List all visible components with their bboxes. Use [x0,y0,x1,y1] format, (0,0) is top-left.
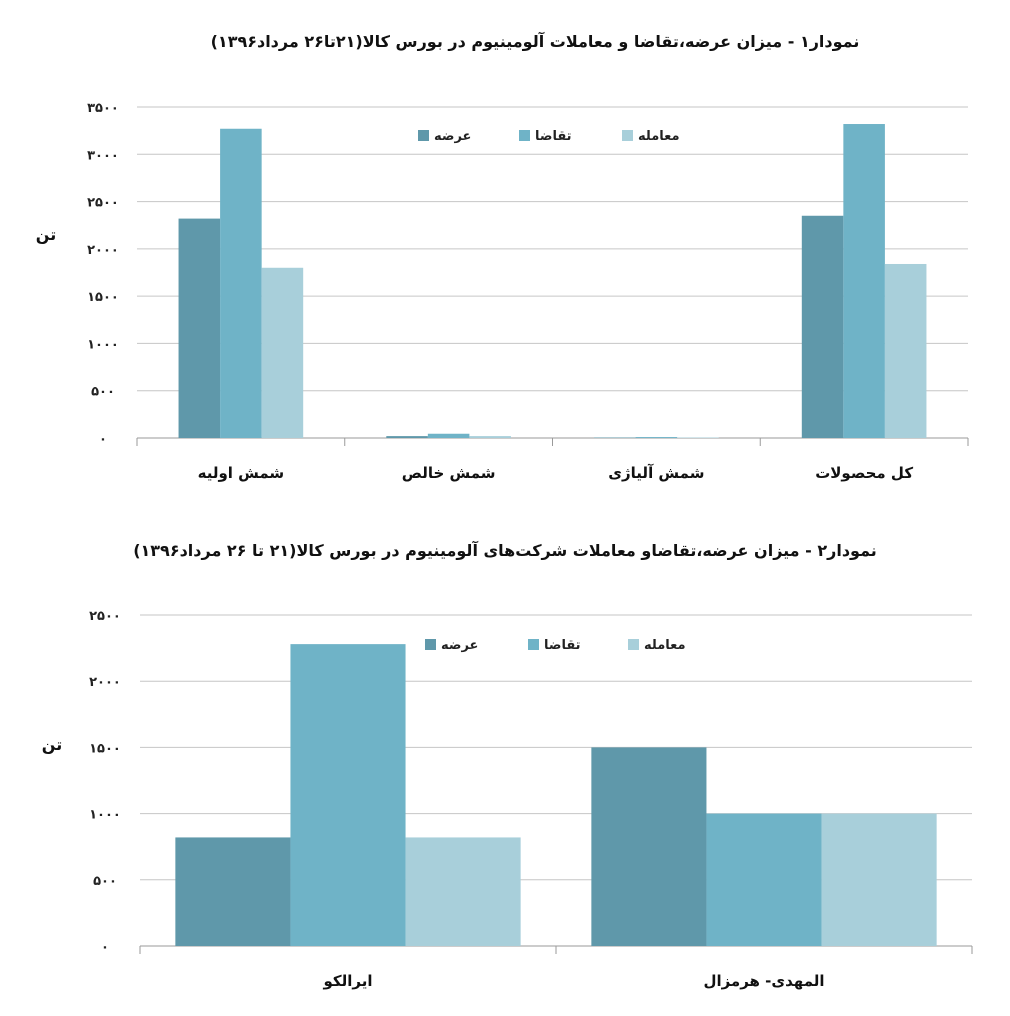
bar-demand-0 [220,128,262,438]
legend-label: عرضه [441,638,478,653]
y-tick-label: ۲۵۰۰ [87,196,119,211]
legend-swatch [628,639,639,650]
legend-swatch [519,130,530,141]
bar-deal-1 [469,436,511,438]
y-tick-label: ۳۰۰۰ [87,148,119,163]
legend-label: عرضه [434,129,471,144]
y-axis-unit-label: تن [42,735,62,754]
bar-deal-0 [405,837,521,946]
bar-demand-3 [843,124,885,438]
bar-supply-3 [801,215,844,438]
bar-demand-1 [427,433,470,438]
y-tick-label: ۲۰۰۰ [89,675,121,690]
category-label: المهدی- هرمزال [703,972,824,990]
y-tick-label: ۱۰۰۰ [87,337,119,352]
y-tick-label: ۲۵۰۰ [89,609,121,624]
legend-swatch [528,639,539,650]
chart2-title: نمودار۲ - میزان عرضه،تقاضاو معاملات شرکت… [133,541,877,560]
bar-supply-1 [386,436,428,438]
bar-demand-2 [635,437,678,438]
y-tick-label: ۳۵۰۰ [87,101,119,116]
category-label: شمش اولیه [198,464,285,482]
y-tick-label: ۱۵۰۰ [87,290,119,305]
y-tick-label: ۰ [99,432,107,447]
legend-label: معامله [644,638,686,653]
category-label: شمش خالص [402,464,496,482]
legend-label: معامله [638,129,680,144]
legend-swatch [425,639,436,650]
bar-deal-3 [884,263,927,438]
y-axis-unit-label: تن [36,225,56,244]
y-tick-label: ۵۰۰ [93,874,117,889]
bar-deal-1 [821,813,937,946]
bar-supply-0 [178,218,221,438]
bar-demand-1 [706,813,822,946]
y-tick-label: ۰ [101,940,109,955]
legend-swatch [622,130,633,141]
y-tick-label: ۲۰۰۰ [87,243,119,258]
bar-demand-0 [290,644,406,946]
chart1-title: نمودار۱ - میزان عرضه،تقاضا و معاملات آلو… [210,32,860,51]
category-label: ایرالکو [322,972,372,990]
legend-label: تقاضا [544,638,581,653]
bar-supply-0 [175,837,291,946]
y-tick-label: ۱۰۰۰ [89,808,121,823]
category-label: کل محصولات [815,464,913,482]
legend-swatch [418,130,429,141]
bar-supply-1 [591,747,707,946]
bar-deal-0 [261,267,304,438]
category-label: شمش آلیاژی [608,464,704,482]
y-tick-label: ۱۵۰۰ [89,741,121,756]
chart1-plot: ۰ ۵۰۰ ۱۰۰۰ ۱۵۰۰ ۲۰۰۰ ۲۵۰۰ ۳۰۰۰ ۳۵۰۰ شمش اولیه شمش… [36,101,969,482]
legend-label: تقاضا [535,129,572,144]
y-tick-label: ۵۰۰ [91,385,115,400]
